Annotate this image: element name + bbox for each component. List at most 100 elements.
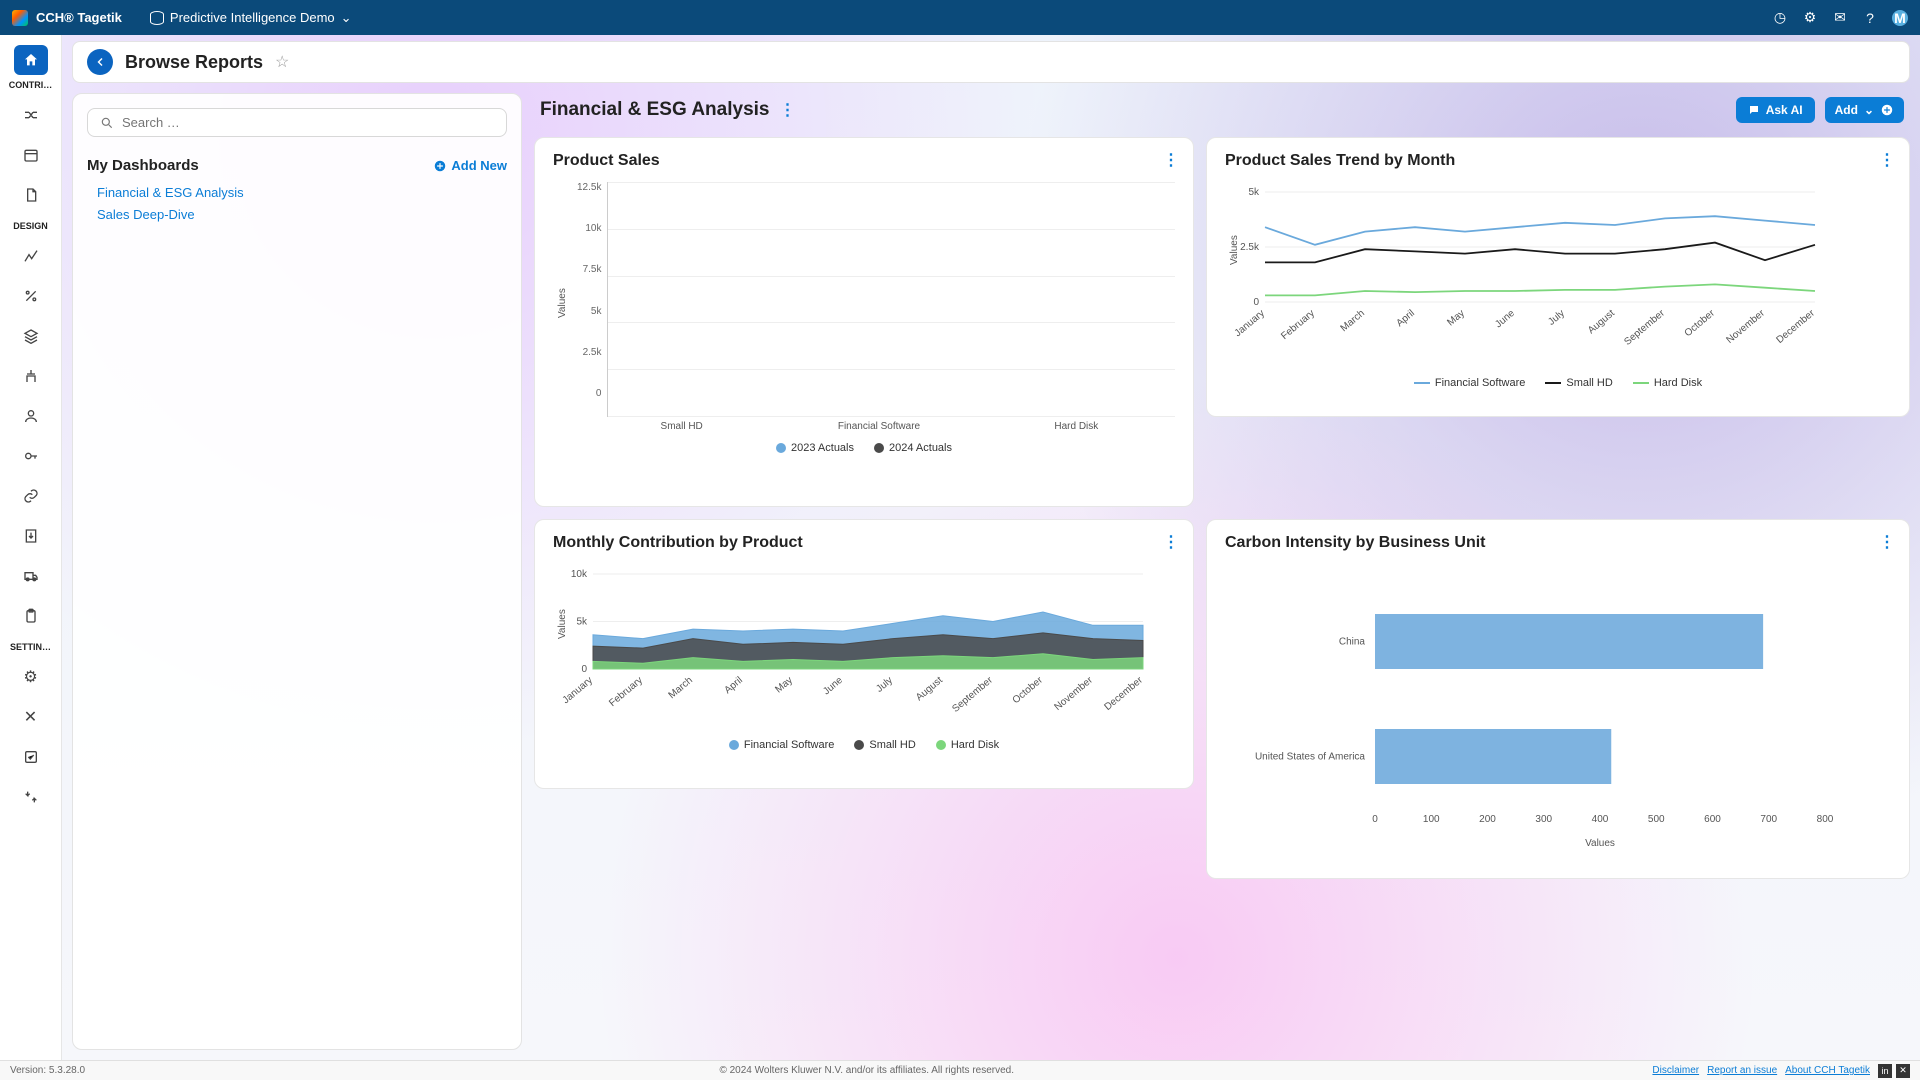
rail-item-user[interactable] [16, 401, 46, 431]
svg-text:400: 400 [1592, 814, 1609, 825]
hbar-chart: ChinaUnited States of America01002003004… [1225, 564, 1845, 854]
rail-item-gear[interactable]: ⚙ [16, 662, 46, 692]
rail-item-link[interactable] [16, 481, 46, 511]
svg-text:China: China [1339, 637, 1366, 648]
svg-text:United States of America: United States of America [1255, 752, 1365, 763]
svg-text:March: March [667, 675, 695, 701]
search-icon [100, 116, 114, 130]
linkedin-icon[interactable]: in [1878, 1064, 1892, 1078]
chevron-down-icon: ⌄ [1864, 103, 1874, 117]
dashboards-panel: My Dashboards Add New Financial & ESG An… [72, 93, 522, 1050]
rail-item-export[interactable] [16, 521, 46, 551]
card-title: Product Sales Trend by Month [1225, 152, 1891, 170]
svg-text:October: October [1683, 307, 1718, 339]
avatar[interactable]: M [1892, 10, 1908, 26]
card-product-sales: Product Sales ⋮ Values 12.5k10k7.5k5k2.5… [534, 137, 1194, 507]
svg-text:600: 600 [1704, 814, 1721, 825]
card-menu[interactable]: ⋮ [1879, 150, 1895, 170]
card-menu[interactable]: ⋮ [1163, 150, 1179, 170]
mail-icon[interactable]: ✉ [1832, 10, 1848, 26]
chevron-left-icon [94, 56, 106, 68]
rail-item-key[interactable] [16, 441, 46, 471]
svg-text:February: February [1279, 308, 1317, 342]
settings-icon[interactable]: ⚙ [1802, 10, 1818, 26]
search-input[interactable] [122, 115, 494, 130]
rail-section-design: DESIGN [13, 222, 48, 231]
rail-section-contributor: CONTRI… [9, 81, 53, 90]
rail-item-document[interactable] [16, 180, 46, 210]
svg-text:0: 0 [581, 664, 587, 675]
svg-text:July: July [874, 675, 895, 695]
my-dashboards-heading: My Dashboards [87, 157, 199, 174]
leftrail: CONTRI… DESIGN SETTIN… ⚙ ✕ [0, 35, 62, 1060]
topbar: CCH® Tagetik Predictive Intelligence Dem… [0, 0, 1920, 35]
report-issue-link[interactable]: Report an issue [1707, 1065, 1777, 1076]
brand-text: CCH® Tagetik [36, 10, 122, 25]
back-button[interactable] [87, 49, 113, 75]
svg-text:August: August [914, 675, 945, 704]
rail-item-flow[interactable] [16, 100, 46, 130]
svg-text:200: 200 [1479, 814, 1496, 825]
chat-icon [1748, 104, 1760, 116]
footer: Version: 5.3.28.0 © 2024 Wolters Kluwer … [0, 1060, 1920, 1080]
svg-text:June: June [1493, 308, 1517, 331]
svg-text:June: June [821, 675, 845, 698]
svg-text:5k: 5k [576, 617, 588, 628]
section-title: Financial & ESG Analysis [540, 99, 769, 121]
rail-item-truck[interactable] [16, 561, 46, 591]
rail-item-clipboard[interactable] [16, 601, 46, 631]
svg-text:800: 800 [1817, 814, 1834, 825]
about-link[interactable]: About CCH Tagetik [1785, 1065, 1870, 1076]
svg-text:May: May [773, 675, 795, 696]
svg-text:300: 300 [1535, 814, 1552, 825]
rail-item-tools[interactable]: ✕ [16, 702, 46, 732]
plus-circle-icon [433, 159, 447, 173]
add-new-dashboard[interactable]: Add New [433, 158, 507, 173]
rail-item-calendar[interactable] [16, 140, 46, 170]
brand: CCH® Tagetik [12, 10, 122, 26]
bar-plot [607, 182, 1175, 417]
card-title: Monthly Contribution by Product [553, 534, 1175, 552]
x-labels: Small HDFinancial SoftwareHard Disk [553, 421, 1175, 432]
rail-item-checklist[interactable] [16, 742, 46, 772]
svg-text:March: March [1339, 308, 1367, 334]
workspace-selector[interactable]: Predictive Intelligence Demo ⌄ [150, 10, 352, 26]
y-axis-label: Values [557, 609, 568, 639]
section-menu[interactable]: ⋮ [779, 100, 795, 120]
clock-icon[interactable]: ◷ [1772, 10, 1788, 26]
svg-text:August: August [1586, 308, 1617, 337]
svg-text:December: December [1775, 307, 1818, 346]
svg-text:500: 500 [1648, 814, 1665, 825]
card-menu[interactable]: ⋮ [1163, 532, 1179, 552]
dashboard-link[interactable]: Financial & ESG Analysis [97, 182, 507, 204]
rail-item-layers[interactable] [16, 321, 46, 351]
rail-item-chart[interactable] [16, 241, 46, 271]
svg-text:5k: 5k [1248, 187, 1260, 198]
svg-text:July: July [1546, 308, 1567, 328]
card-carbon-intensity: Carbon Intensity by Business Unit ⋮ Chin… [1206, 519, 1910, 879]
dashboard-link[interactable]: Sales Deep-Dive [97, 204, 507, 226]
svg-text:0: 0 [1372, 814, 1378, 825]
add-new-label: Add New [451, 158, 507, 173]
legend: Financial SoftwareSmall HDHard Disk [553, 739, 1175, 751]
topbar-icons: ◷ ⚙ ✉ ? M [1772, 10, 1908, 26]
home-button[interactable] [14, 45, 48, 75]
card-menu[interactable]: ⋮ [1879, 532, 1895, 552]
favorite-button[interactable]: ☆ [275, 52, 289, 72]
card-monthly-contribution: Monthly Contribution by Product ⋮ Values… [534, 519, 1194, 789]
rail-item-tree[interactable] [16, 361, 46, 391]
disclaimer-link[interactable]: Disclaimer [1652, 1065, 1699, 1076]
rail-item-convert[interactable] [16, 782, 46, 812]
help-icon[interactable]: ? [1862, 10, 1878, 26]
rail-item-percent[interactable] [16, 281, 46, 311]
database-icon [150, 11, 164, 25]
svg-text:Values: Values [1585, 838, 1615, 849]
ask-ai-button[interactable]: Ask AI [1736, 97, 1815, 123]
search-box[interactable] [87, 108, 507, 137]
line-chart: 5k2.5k0JanuaryFebruaryMarchAprilMayJuneJ… [1225, 182, 1825, 362]
svg-text:January: January [1233, 308, 1267, 339]
svg-text:September: September [950, 674, 995, 714]
add-widget-button[interactable]: Add ⌄ [1825, 97, 1904, 123]
svg-text:May: May [1445, 308, 1467, 329]
close-icon[interactable]: ✕ [1896, 1064, 1910, 1078]
